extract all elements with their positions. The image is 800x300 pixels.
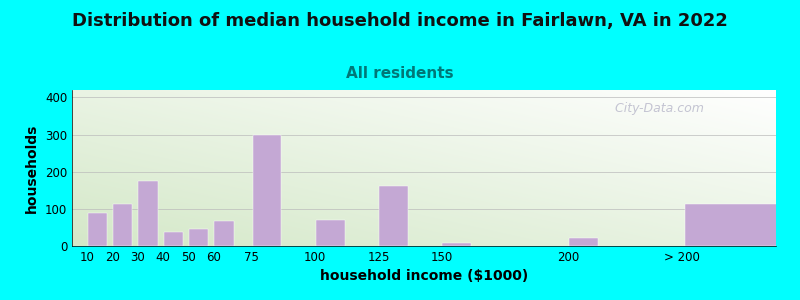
Bar [164,232,183,246]
Bar [685,204,781,246]
Bar [113,204,132,246]
Text: All residents: All residents [346,66,454,81]
Text: Distribution of median household income in Fairlawn, VA in 2022: Distribution of median household income … [72,12,728,30]
X-axis label: household income ($1000): household income ($1000) [320,269,528,284]
Bar [88,213,107,246]
Bar [214,221,234,246]
Y-axis label: households: households [26,123,39,213]
Bar [189,229,208,246]
Bar [138,181,158,246]
Bar [253,135,282,246]
Bar [379,186,408,246]
Bar [316,220,345,246]
Bar [442,243,471,246]
Bar [569,238,598,246]
Text: City-Data.com: City-Data.com [607,102,704,115]
